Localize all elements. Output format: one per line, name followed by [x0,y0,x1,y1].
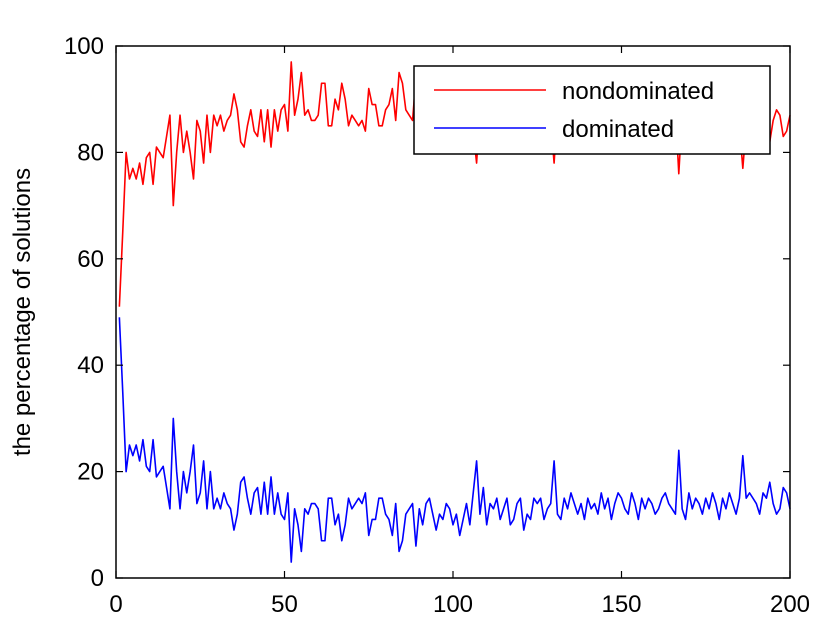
x-tick-label-150: 150 [601,591,641,618]
x-tick-label-100: 100 [433,591,473,618]
series-line-dominated [118,317,791,563]
y-tick-label-40: 40 [77,352,104,379]
legend-box [413,65,771,155]
y-tick-label-0: 0 [91,565,104,592]
legend-label-dominated: dominated [562,116,674,143]
legend: nondominated dominated [413,65,771,155]
x-tick-label-200: 200 [770,591,810,618]
y-tick-label-100: 100 [64,33,104,60]
y-tick-label-80: 80 [77,139,104,166]
legend-label-nondominated: nondominated [562,78,714,105]
ticks-layer [115,45,791,579]
y-axis-label: the percentage of solutions [9,168,36,456]
x-tick-label-0: 0 [109,591,122,618]
tick-labels-layer: 0 50 100 150 200 0 20 40 60 80 100 [64,33,810,618]
y-tick-label-20: 20 [77,459,104,486]
y-tick-label-60: 60 [77,246,104,273]
x-tick-label-50: 50 [271,591,298,618]
